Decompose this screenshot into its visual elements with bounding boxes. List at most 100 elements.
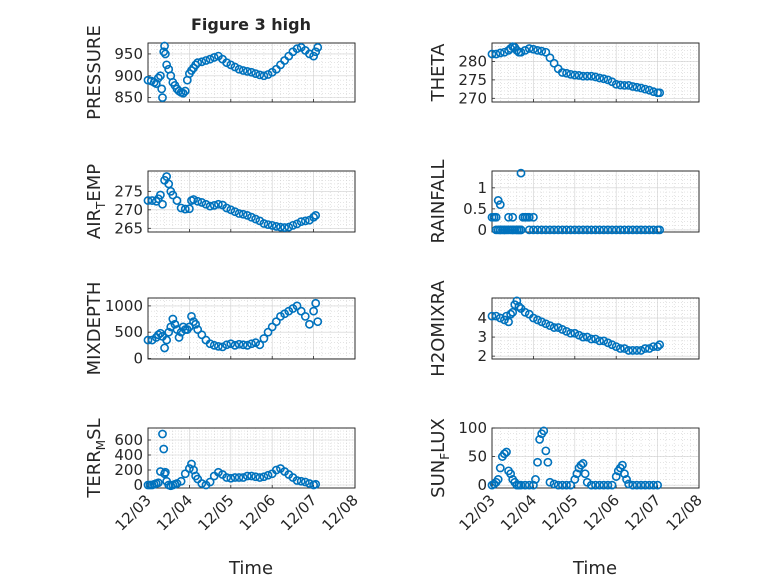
data-point — [263, 470, 273, 480]
x-tick-label: 12/07 — [277, 491, 320, 534]
data-point — [640, 480, 650, 490]
data-point — [174, 333, 184, 342]
data-point — [493, 475, 503, 484]
data-point — [524, 44, 534, 53]
y-tick-label: 1 — [477, 179, 487, 197]
data-point — [516, 480, 526, 490]
data-point — [197, 198, 207, 207]
data-point — [176, 476, 186, 486]
x-tick-label: 12/08 — [663, 491, 706, 534]
data-point — [624, 346, 634, 355]
data-point — [251, 338, 261, 348]
x-tick-label: 12/03 — [112, 491, 155, 534]
data-point — [491, 311, 501, 321]
data-point — [191, 319, 201, 329]
data-point — [529, 212, 538, 222]
data-point — [557, 325, 567, 334]
data-point — [159, 47, 169, 57]
data-point — [160, 49, 170, 59]
data-point — [238, 66, 248, 75]
data-point — [578, 332, 588, 342]
data-point — [500, 449, 509, 459]
data-point — [543, 457, 553, 467]
data-point — [193, 196, 203, 206]
data-point — [242, 210, 252, 220]
data-point — [157, 84, 167, 94]
data-point — [259, 71, 269, 81]
data-point — [311, 298, 321, 308]
data-point — [537, 317, 547, 327]
data-point — [189, 195, 198, 204]
data-point — [158, 429, 167, 439]
data-point — [305, 319, 314, 329]
data-point — [595, 225, 605, 235]
y-tick-label: 0 — [477, 476, 487, 494]
data-point — [524, 480, 534, 490]
y-tick-label: 270 — [458, 89, 487, 107]
data-point — [222, 473, 232, 482]
data-point — [620, 81, 629, 90]
data-point — [180, 469, 190, 479]
data-point — [197, 57, 207, 67]
axis-frame — [147, 297, 356, 360]
y-tick-label: 900 — [114, 67, 143, 85]
data-point — [172, 196, 182, 205]
x-tick-label: 12/07 — [621, 491, 664, 534]
data-point — [500, 47, 509, 57]
data-point — [628, 346, 638, 355]
axis-frame — [147, 42, 356, 103]
y-tick-label: 0 — [133, 349, 143, 367]
data-point — [566, 328, 576, 338]
data-point — [242, 340, 252, 350]
data-point — [267, 322, 277, 332]
data-point — [574, 330, 584, 340]
data-point — [168, 190, 178, 200]
data-point — [649, 480, 658, 490]
y-tick-label: 400 — [114, 446, 143, 464]
data-point — [615, 80, 625, 90]
y-tick-label: 1000 — [105, 297, 143, 315]
subplot-pressure: 850 900 950 PRESSURE — [84, 25, 356, 120]
data-point — [533, 457, 542, 467]
data-point — [562, 225, 571, 235]
data-point — [578, 71, 588, 81]
x-tick-label: 12/06 — [236, 491, 279, 534]
data-point — [205, 54, 215, 64]
data-point — [504, 212, 513, 222]
data-point — [541, 319, 551, 329]
data-point — [500, 225, 509, 235]
y-tick-label: 850 — [114, 89, 143, 107]
subplot-h2omixra: 234 H2OMIXRA — [428, 280, 700, 377]
data-point — [644, 480, 654, 490]
data-point — [495, 48, 505, 58]
data-point — [620, 225, 629, 235]
data-point — [296, 217, 306, 227]
data-point — [184, 464, 194, 473]
data-point — [636, 480, 646, 490]
data-point — [545, 477, 555, 487]
x-axis-label-right: Time — [572, 558, 617, 579]
data-point — [292, 44, 302, 54]
data-point — [230, 473, 240, 482]
data-point — [520, 480, 530, 490]
data-point — [213, 199, 223, 209]
data-point — [636, 346, 646, 355]
axis-frame — [491, 42, 700, 103]
data-point — [234, 339, 244, 349]
data-point — [628, 480, 638, 490]
data-point — [653, 342, 662, 352]
data-point — [226, 205, 236, 215]
data-point — [209, 53, 219, 62]
x-tick-label: 12/04 — [497, 491, 540, 534]
data-point — [153, 330, 163, 340]
data-point — [611, 79, 621, 89]
data-point — [516, 47, 526, 57]
data-point — [276, 222, 285, 232]
data-point — [591, 225, 600, 235]
y-axis-label: THETA — [428, 43, 449, 103]
data-point — [180, 86, 190, 96]
data-point — [595, 480, 605, 490]
data-point — [541, 446, 551, 456]
data-point — [238, 340, 248, 350]
